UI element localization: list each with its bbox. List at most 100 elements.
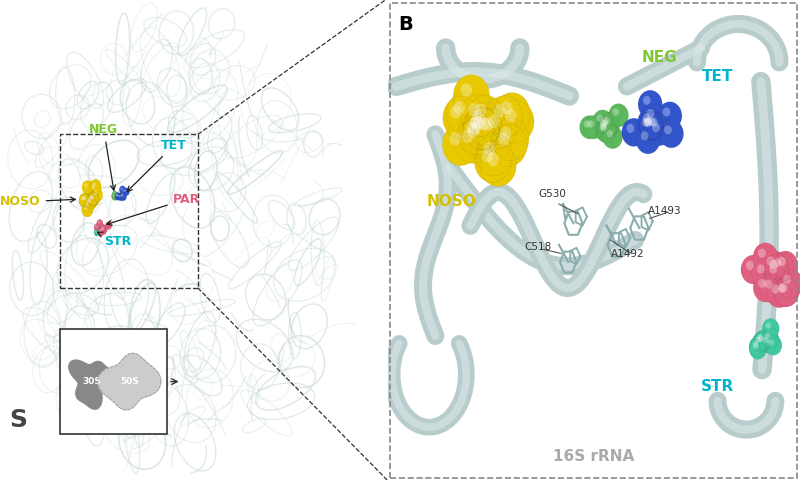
Circle shape bbox=[474, 109, 511, 151]
Circle shape bbox=[100, 228, 102, 231]
Circle shape bbox=[600, 124, 606, 132]
Circle shape bbox=[584, 116, 604, 139]
Circle shape bbox=[118, 195, 120, 197]
Circle shape bbox=[87, 199, 91, 204]
Circle shape bbox=[639, 111, 663, 139]
Circle shape bbox=[460, 116, 496, 158]
Text: B: B bbox=[398, 14, 413, 34]
Circle shape bbox=[766, 279, 791, 308]
Circle shape bbox=[90, 182, 101, 196]
Circle shape bbox=[94, 224, 101, 231]
Circle shape bbox=[639, 111, 663, 140]
Circle shape bbox=[486, 96, 522, 138]
Circle shape bbox=[500, 127, 511, 140]
Circle shape bbox=[94, 229, 98, 234]
Circle shape bbox=[86, 195, 96, 209]
Text: 30S: 30S bbox=[82, 377, 102, 386]
Circle shape bbox=[774, 277, 799, 307]
Circle shape bbox=[87, 192, 98, 205]
Circle shape bbox=[638, 90, 662, 119]
Text: STR: STR bbox=[701, 379, 734, 394]
Circle shape bbox=[84, 197, 87, 201]
Circle shape bbox=[470, 116, 482, 130]
Circle shape bbox=[463, 107, 499, 150]
Circle shape bbox=[636, 126, 660, 154]
Circle shape bbox=[474, 104, 486, 117]
Circle shape bbox=[643, 111, 667, 140]
Circle shape bbox=[664, 125, 672, 134]
Circle shape bbox=[87, 192, 98, 205]
Circle shape bbox=[474, 140, 510, 182]
Circle shape bbox=[763, 337, 769, 343]
Circle shape bbox=[471, 108, 508, 151]
Text: 50S: 50S bbox=[120, 377, 139, 386]
Circle shape bbox=[642, 113, 650, 122]
Polygon shape bbox=[69, 360, 118, 409]
Circle shape bbox=[106, 223, 109, 226]
Circle shape bbox=[446, 92, 482, 135]
Circle shape bbox=[599, 112, 620, 135]
Circle shape bbox=[450, 105, 462, 119]
Circle shape bbox=[764, 259, 790, 288]
Circle shape bbox=[644, 117, 652, 126]
Circle shape bbox=[645, 112, 669, 140]
Circle shape bbox=[442, 96, 479, 139]
Circle shape bbox=[95, 225, 98, 228]
Circle shape bbox=[120, 193, 126, 201]
Circle shape bbox=[473, 111, 484, 125]
Circle shape bbox=[778, 269, 800, 298]
Circle shape bbox=[758, 334, 763, 340]
Text: G530: G530 bbox=[538, 189, 566, 199]
Circle shape bbox=[754, 332, 771, 352]
Circle shape bbox=[768, 252, 794, 281]
Circle shape bbox=[82, 194, 93, 208]
Circle shape bbox=[760, 274, 785, 303]
Circle shape bbox=[96, 232, 97, 234]
Circle shape bbox=[583, 120, 590, 128]
Circle shape bbox=[90, 196, 94, 200]
Circle shape bbox=[79, 193, 90, 207]
Circle shape bbox=[598, 114, 618, 137]
Circle shape bbox=[82, 180, 93, 194]
Text: NOSO: NOSO bbox=[427, 194, 477, 209]
Circle shape bbox=[753, 243, 778, 272]
Circle shape bbox=[112, 191, 118, 197]
Circle shape bbox=[94, 191, 98, 195]
Circle shape bbox=[82, 196, 85, 200]
Circle shape bbox=[642, 118, 650, 127]
Circle shape bbox=[466, 108, 502, 150]
Text: PAR: PAR bbox=[106, 192, 200, 225]
Circle shape bbox=[90, 194, 94, 199]
Circle shape bbox=[622, 118, 646, 146]
Text: NEG: NEG bbox=[90, 123, 118, 190]
Bar bbox=[60, 329, 167, 434]
Circle shape bbox=[638, 113, 663, 141]
Circle shape bbox=[602, 119, 608, 126]
Circle shape bbox=[115, 192, 122, 201]
Circle shape bbox=[462, 113, 498, 155]
Circle shape bbox=[493, 118, 529, 160]
Circle shape bbox=[778, 284, 786, 293]
Circle shape bbox=[95, 231, 99, 236]
Circle shape bbox=[659, 120, 683, 148]
Circle shape bbox=[759, 333, 777, 353]
Circle shape bbox=[596, 120, 616, 143]
Circle shape bbox=[753, 341, 758, 347]
Circle shape bbox=[765, 335, 782, 355]
Circle shape bbox=[773, 278, 798, 307]
Circle shape bbox=[778, 257, 786, 266]
Circle shape bbox=[454, 101, 466, 114]
Text: C518: C518 bbox=[524, 241, 551, 252]
Circle shape bbox=[101, 228, 103, 231]
Circle shape bbox=[779, 283, 787, 293]
Circle shape bbox=[488, 115, 499, 128]
Circle shape bbox=[597, 118, 617, 141]
Circle shape bbox=[454, 121, 490, 163]
Text: A1492: A1492 bbox=[610, 249, 644, 259]
Circle shape bbox=[774, 258, 782, 267]
Circle shape bbox=[758, 279, 766, 288]
Circle shape bbox=[79, 193, 90, 207]
Circle shape bbox=[762, 328, 779, 348]
Circle shape bbox=[596, 115, 616, 139]
Circle shape bbox=[462, 108, 499, 150]
